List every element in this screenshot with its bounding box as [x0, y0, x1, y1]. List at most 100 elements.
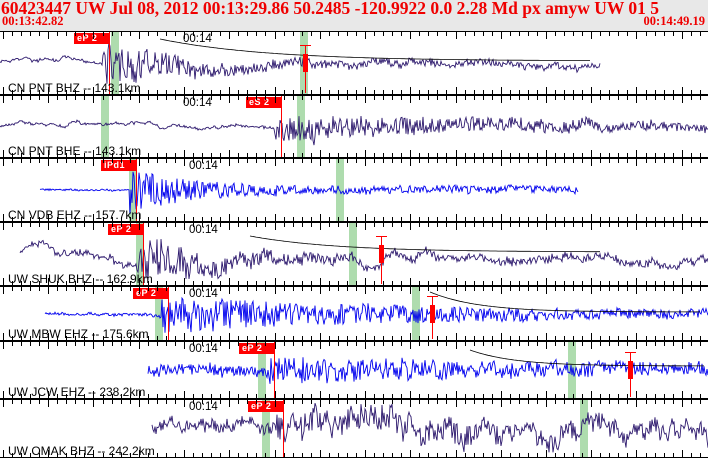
axis-tick [419, 153, 420, 157]
axis-tick [39, 90, 40, 94]
axis-tick [284, 281, 285, 285]
axis-tick [401, 281, 402, 285]
axis-tick [655, 96, 656, 100]
trace-panel[interactable]: eP 2 00:14 CN PNT BHZ -- 143.1km [0, 31, 708, 95]
axis-tick [103, 153, 104, 157]
pick-marker-line[interactable] [136, 159, 137, 221]
axis-tick [591, 32, 592, 39]
trace-panel[interactable]: eP 2 00:14 UW MBW EHZ -- 175.6km [0, 286, 708, 341]
pick-label[interactable]: eP 2 [74, 33, 110, 44]
pick-label[interactable]: eP 2 [133, 288, 169, 299]
trace-panel[interactable]: eP 2 00:14 UW SHUK BHZ -- 162.9km [0, 222, 708, 286]
pick-marker-line[interactable] [109, 32, 110, 94]
axis-tick [600, 453, 601, 457]
axis-tick [365, 96, 366, 103]
axis-tick [700, 394, 701, 398]
axis-tick [338, 90, 339, 94]
axis-tick [600, 336, 601, 340]
axis-tick [256, 281, 257, 285]
axis-tick [501, 400, 502, 407]
axis-tick [48, 159, 49, 166]
axis-tick [437, 336, 438, 340]
axis-tick [12, 32, 13, 36]
pick-marker-line[interactable] [281, 96, 282, 157]
axis-tick [130, 223, 131, 227]
time-tick-label: 00:14 [189, 288, 218, 300]
axis-tick [573, 153, 574, 157]
axis-tick [627, 153, 628, 157]
axis-tick [329, 32, 330, 36]
trace-panel[interactable]: iPd1 00:14 CN VDB EHZ -- 157.7km [0, 158, 708, 222]
axis-tick [456, 159, 457, 166]
axis-tick [193, 153, 194, 157]
pick-marker-line[interactable] [168, 287, 169, 340]
axis-tick [311, 153, 312, 157]
axis-tick [673, 453, 674, 457]
axis-tick [609, 96, 610, 100]
axis-tick [48, 400, 49, 407]
pick-marker-line[interactable] [274, 342, 275, 398]
axis-tick [238, 287, 239, 291]
axis-tick [627, 394, 628, 398]
axis-tick [338, 96, 339, 100]
axis-tick [600, 287, 601, 291]
axis-tick [428, 287, 429, 291]
axis-tick [555, 394, 556, 398]
waveform-trace [0, 115, 708, 146]
panel-bottom-axis [0, 398, 708, 399]
pick-marker-line[interactable] [143, 223, 144, 285]
axis-tick [456, 150, 457, 157]
axis-tick [646, 223, 647, 227]
axis-tick [112, 153, 113, 157]
pick-label[interactable]: eS 2 [246, 97, 282, 108]
axis-tick [139, 400, 140, 407]
axis-tick [175, 453, 176, 457]
axis-tick [636, 32, 637, 39]
pick-label[interactable]: eP 2 [108, 224, 144, 235]
axis-tick [428, 96, 429, 100]
axis-tick [383, 96, 384, 100]
axis-tick [220, 336, 221, 340]
axis-tick [130, 96, 131, 100]
axis-tick [356, 96, 357, 100]
axis-tick [700, 336, 701, 340]
axis-tick [609, 32, 610, 36]
axis-tick [57, 394, 58, 398]
axis-tick [265, 342, 266, 346]
axis-tick [311, 287, 312, 291]
axis-tick [329, 217, 330, 221]
trace-panel[interactable]: eS 2 00:14 CN PNT BHE -- 143.1km [0, 95, 708, 158]
axis-tick [103, 159, 104, 163]
axis-tick [365, 32, 366, 39]
pick-label[interactable]: eP 2 [239, 343, 275, 354]
pick-label[interactable]: eP 2 [248, 401, 284, 412]
axis-tick [238, 96, 239, 100]
axis-tick [275, 150, 276, 157]
axis-tick [528, 90, 529, 94]
axis-tick [30, 90, 31, 94]
axis-tick [374, 159, 375, 163]
trace-panel[interactable]: eP 2 00:14 UW JCW EHZ -- 238.2km [0, 341, 708, 399]
axis-tick [3, 391, 4, 398]
axis-tick [419, 400, 420, 404]
axis-tick [465, 153, 466, 157]
axis-tick [564, 153, 565, 157]
axis-tick [546, 214, 547, 221]
axis-tick [256, 336, 257, 340]
pick-marker-line[interactable] [283, 400, 284, 457]
axis-tick [365, 159, 366, 166]
axis-tick [157, 223, 158, 227]
axis-tick [582, 400, 583, 404]
axis-tick [320, 223, 321, 230]
axis-tick [410, 159, 411, 166]
axis-tick [66, 223, 67, 227]
axis-tick [256, 159, 257, 163]
axis-tick [57, 153, 58, 157]
pick-label[interactable]: iPd1 [101, 160, 137, 171]
trace-panel[interactable]: eP 2 00:14 UW OMAK BHZ -- 242.2km [0, 399, 708, 458]
axis-tick [275, 391, 276, 398]
axis-tick [103, 342, 104, 346]
axis-tick [21, 159, 22, 163]
axis-tick [329, 453, 330, 457]
axis-tick [510, 217, 511, 221]
